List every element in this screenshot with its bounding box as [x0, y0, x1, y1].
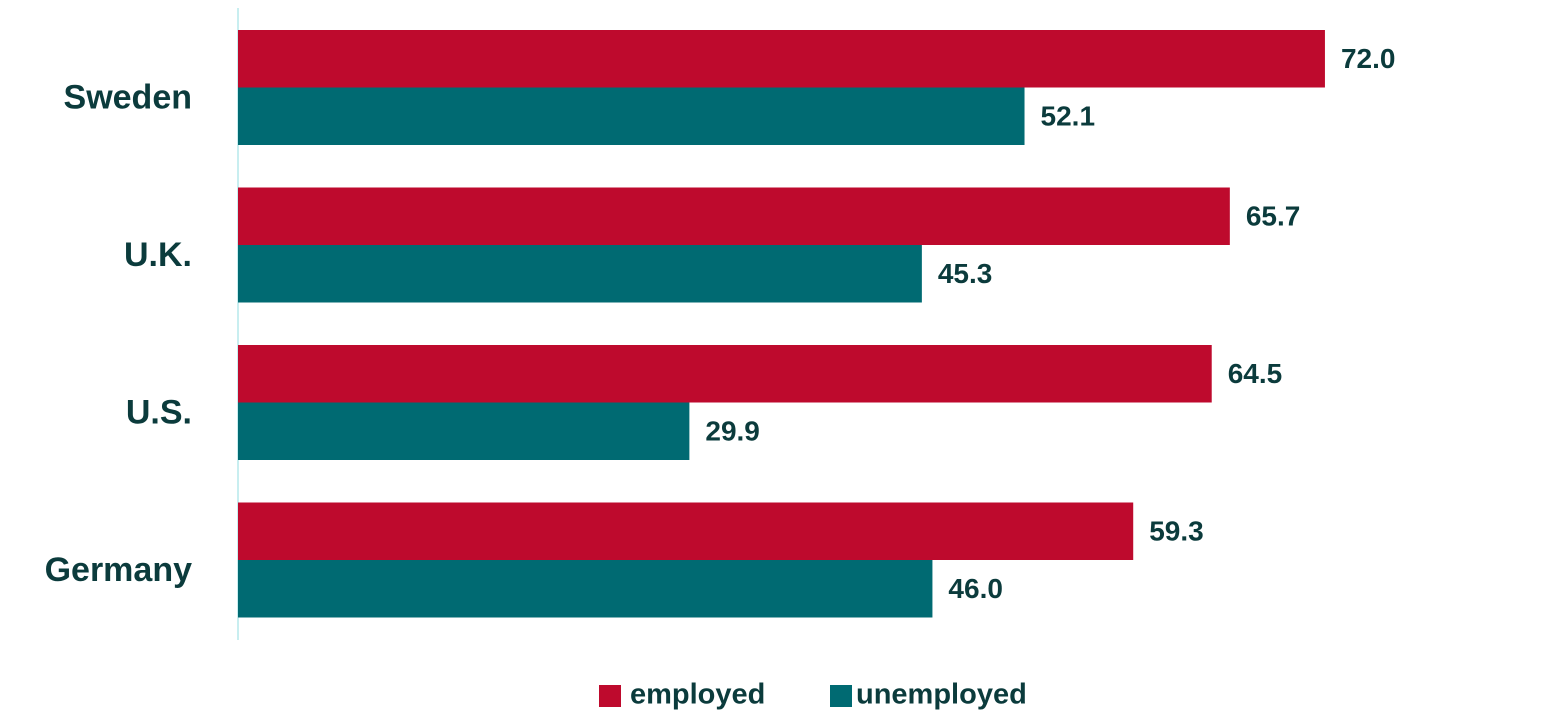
bar-employed: [238, 187, 1230, 245]
bar-unemployed: [238, 560, 933, 618]
category-label: U.K.: [124, 236, 192, 274]
category-label: Sweden: [64, 78, 192, 116]
legend: employed unemployed: [599, 679, 1027, 711]
category-label: Germany: [45, 551, 192, 589]
data-label-employed: 65.7: [1246, 201, 1301, 232]
data-label-unemployed: 45.3: [938, 258, 993, 289]
category-label: U.S.: [126, 393, 192, 431]
data-label-employed: 59.3: [1149, 516, 1204, 547]
data-label-unemployed: 46.0: [948, 573, 1003, 604]
bar-unemployed: [238, 87, 1025, 145]
legend-label-unemployed: unemployed: [856, 679, 1027, 711]
bar-unemployed: [238, 245, 922, 303]
legend-swatch-employed: [599, 685, 621, 707]
legend-swatch-unemployed: [830, 685, 852, 707]
data-label-employed: 72.0: [1341, 43, 1396, 74]
bar-employed: [238, 30, 1325, 88]
legend-label-employed: employed: [630, 679, 765, 711]
bar-employed: [238, 345, 1212, 403]
bar-employed: [238, 502, 1134, 560]
bar-unemployed: [238, 402, 690, 460]
data-label-employed: 64.5: [1228, 358, 1283, 389]
plot-area: Sweden 72.0 52.1 U.K. 65.7 45.3 U.S. 64.5 29.9 Ge…: [45, 8, 1396, 640]
data-label-unemployed: 52.1: [1041, 101, 1096, 132]
data-label-unemployed: 29.9: [705, 416, 760, 447]
